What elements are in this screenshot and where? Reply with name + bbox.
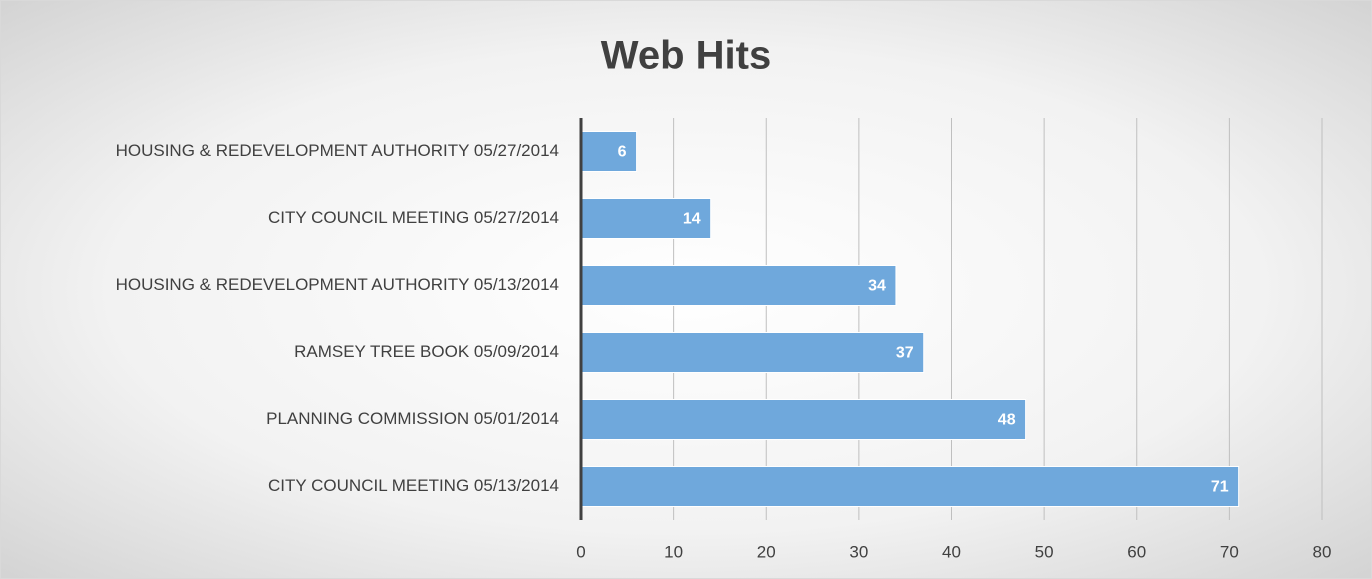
value-label: 14 xyxy=(683,211,701,228)
y-tick-label: CITY COUNCIL MEETING 05/27/2014 xyxy=(268,208,559,227)
y-tick-label: HOUSING & REDEVELOPMENT AUTHORITY 05/13/… xyxy=(116,275,559,294)
bar xyxy=(580,466,1240,507)
x-tick-label: 30 xyxy=(849,542,868,561)
bar xyxy=(580,198,712,239)
x-tick-label: 0 xyxy=(576,542,585,561)
x-tick-label: 10 xyxy=(664,542,683,561)
value-label: 37 xyxy=(896,345,914,362)
y-tick-label: CITY COUNCIL MEETING 05/13/2014 xyxy=(268,476,559,495)
x-tick-label: 20 xyxy=(757,542,776,561)
chart-title: Web Hits xyxy=(601,34,771,78)
value-label: 48 xyxy=(998,412,1016,429)
y-tick-label: PLANNING COMMISSION 05/01/2014 xyxy=(266,409,559,428)
bar xyxy=(580,332,925,373)
x-tick-label: 40 xyxy=(942,542,961,561)
bar xyxy=(580,131,638,172)
bar xyxy=(580,399,1027,440)
x-tick-label: 60 xyxy=(1127,542,1146,561)
y-tick-label: HOUSING & REDEVELOPMENT AUTHORITY 05/27/… xyxy=(116,141,559,160)
value-label: 6 xyxy=(618,144,627,161)
value-label: 34 xyxy=(868,278,886,295)
value-label: 71 xyxy=(1211,479,1229,496)
x-tick-label: 80 xyxy=(1313,542,1332,561)
y-tick-label: RAMSEY TREE BOOK 05/09/2014 xyxy=(294,342,559,361)
bar xyxy=(580,265,897,306)
x-tick-label: 50 xyxy=(1035,542,1054,561)
x-tick-label: 70 xyxy=(1220,542,1239,561)
